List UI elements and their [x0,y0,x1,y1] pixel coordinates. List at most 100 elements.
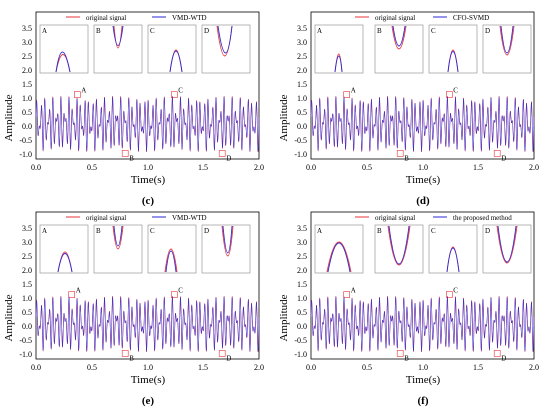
inset-box [314,24,364,74]
legend-label-original: original signal [86,14,126,22]
inset-label: D [204,227,209,235]
inset-a: A [314,224,364,274]
legend-label-original: original signal [375,214,415,222]
inset-box [147,24,197,74]
plot-frame [35,211,260,360]
legend-label-method: CFO-SVMD [453,14,489,22]
y-tick-label: 1.0 [297,294,307,303]
inset-box [482,224,532,274]
inset-box [39,24,89,74]
panel-c: Amplitude 3.5 3.0 2.5 2.0 1.5 1.0 0.5 0.… [3,11,264,207]
inset-label: D [485,227,490,235]
inset-method-curve [447,51,459,73]
inset-method-curve [169,50,183,73]
x-tick-label: 1.5 [473,163,483,172]
inset-d: D [482,24,532,74]
zoom-region-marker [121,350,129,357]
y-tick-label: 2.0 [22,66,32,75]
legend: original signal the proposed method [355,214,512,222]
inset-d: D [201,24,251,74]
inset-box [428,224,478,274]
x-axis-label: Time(s) [131,174,166,186]
inset-label: C [431,27,436,35]
zoom-region-marker [343,91,350,98]
y-tick-label: -0.5 [19,136,32,145]
panel-label: (d) [416,195,430,207]
zoom-region-marker [493,150,501,157]
y-ticks: 3.5 3.0 2.5 2.0 1.5 1.0 0.5 0.0 -0.5 -1.… [294,24,307,159]
y-tick-label: 0.5 [22,108,32,117]
x-tick-label: 0.5 [87,163,97,172]
y-ticks: 3.5 3.0 2.5 2.0 1.5 1.0 0.5 0.0 -0.5 -1.… [294,224,307,359]
inset-original-curve [496,225,518,264]
zoom-region-label: D [501,354,506,362]
y-tick-label: 0.5 [22,308,32,317]
inset-original-curve [113,25,123,49]
panel-label: (c) [142,195,155,207]
inset-label: B [96,27,101,35]
zoom-region-marker [171,291,178,298]
x-ticks: 0.0 0.5 1.0 1.5 2.0 [306,163,539,172]
inset-method-curve [55,51,71,73]
y-axis-label: Amplitude [278,294,290,341]
y-tick-label: 0.0 [297,322,307,331]
method-signal-line [310,96,535,152]
zoom-labels: A B C D [343,87,506,162]
y-tick-label: 1.0 [297,94,307,103]
y-tick-label: 2.0 [297,66,307,75]
y-tick-label: -0.5 [294,336,307,345]
inset-c: C [428,24,478,74]
x-tick-label: 0.0 [31,363,41,372]
y-tick-label: 3.5 [297,224,307,233]
zoom-region-label: C [453,287,458,295]
y-axis-label: Amplitude [3,94,15,141]
panel-label: (e) [142,395,155,407]
zoom-region-marker [218,150,226,157]
y-tick-label: 1.0 [22,294,32,303]
inset-method-curve [112,25,124,46]
x-tick-label: 2.0 [529,363,539,372]
inset-label: C [150,227,155,235]
zoom-region-marker [396,350,404,357]
inset-box [428,24,478,74]
method-signal-line [310,296,535,352]
zoom-region-marker [68,291,75,298]
zoom-region-label: B [129,354,134,362]
inset-c: C [147,24,197,74]
y-tick-label: 2.5 [297,252,307,261]
x-axis-label: Time(s) [406,374,441,386]
x-tick-label: 2.0 [529,163,539,172]
inset-b: B [93,24,143,74]
panel-label: (f) [418,395,429,407]
y-tick-label: 3.0 [22,238,32,247]
y-tick-label: 0.5 [297,108,307,117]
zoom-region-label: A [351,87,356,95]
y-tick-label: 2.5 [22,252,32,261]
x-tick-label: 1.5 [198,163,208,172]
inset-box [93,24,143,74]
inset-b: B [374,24,424,74]
zoom-labels: A B C D [343,287,506,362]
inset-label: D [204,27,209,35]
method-signal-line [35,96,260,152]
inset-label: A [317,227,322,235]
zoom-region-label: D [501,154,506,162]
inset-original-curve [221,225,234,257]
zoom-region-marker [446,291,453,298]
x-tick-label: 0.0 [31,163,41,172]
inset-label: B [377,227,382,235]
y-tick-label: 2.5 [22,52,32,61]
inset-a: A [39,224,89,274]
zoom-region-label: D [226,354,231,362]
y-tick-label: 3.5 [22,224,32,233]
y-tick-label: 3.0 [297,238,307,247]
y-axis-label: Amplitude [278,94,290,141]
zoom-region-label: C [178,87,183,95]
zoom-region-label: D [226,154,231,162]
x-tick-label: 0.5 [87,363,97,372]
y-tick-label: 3.0 [22,38,32,47]
inset-original-curve [387,225,411,266]
inset-original-curve [391,25,407,50]
legend: original signal VMD-WTD [66,214,207,222]
